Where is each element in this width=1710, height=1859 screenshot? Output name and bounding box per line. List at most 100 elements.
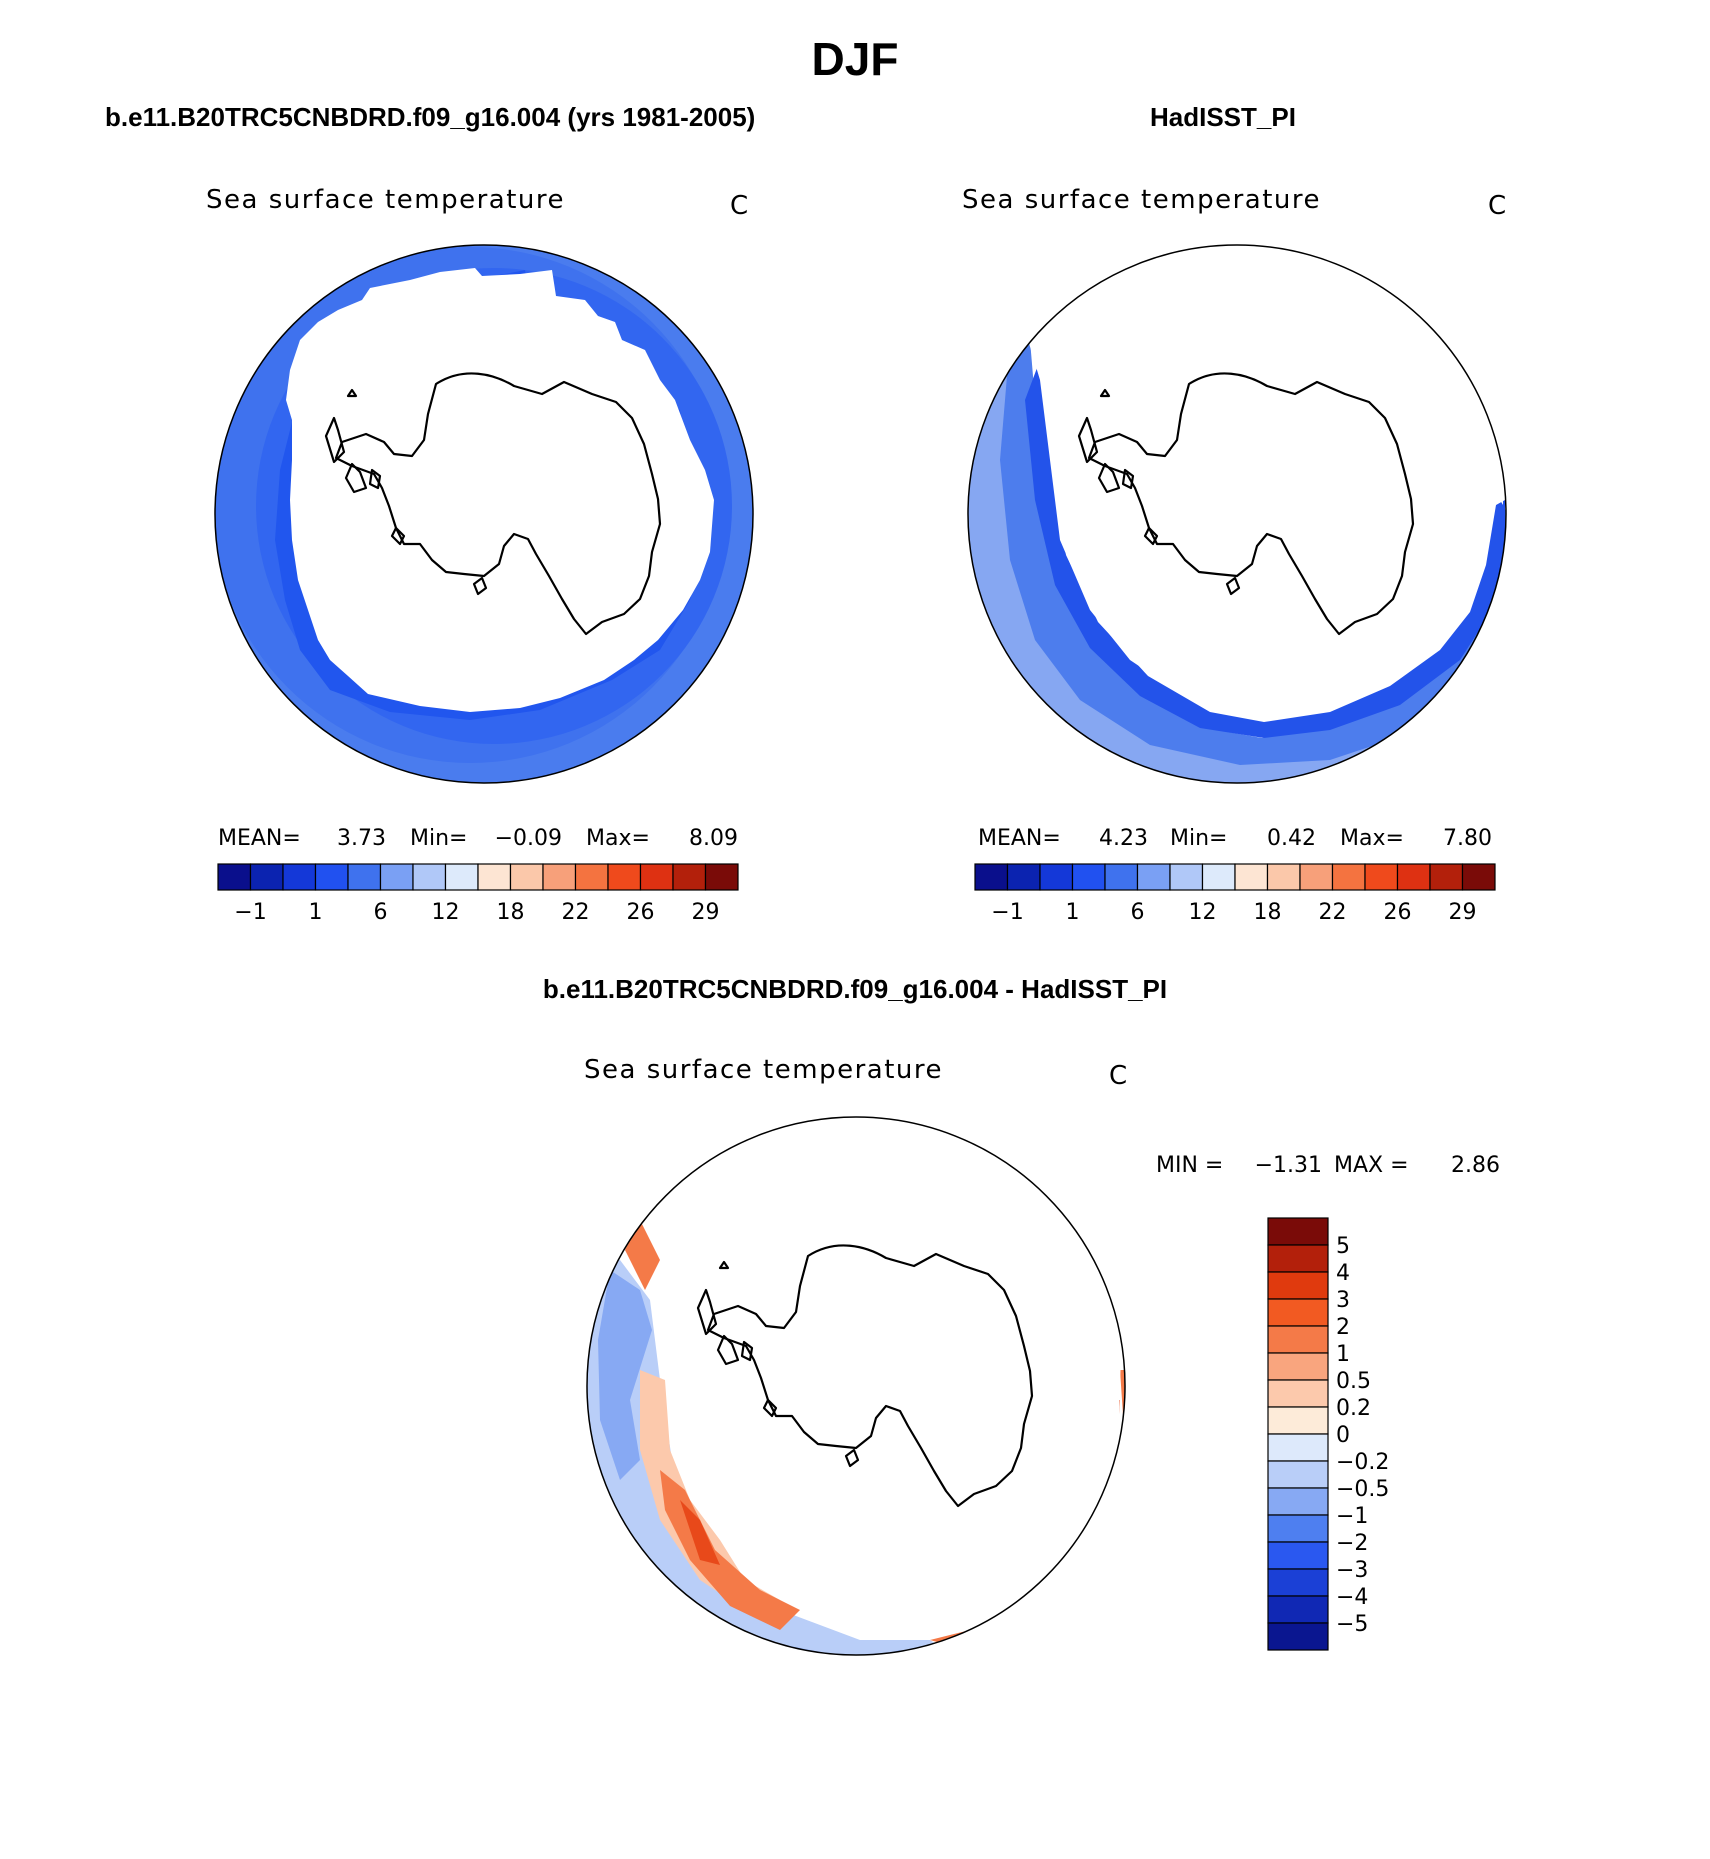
panel-b-stats: MEAN= 4.23 Min= 0.42 Max= 7.80 <box>978 826 1492 851</box>
panel-c-max-label: MAX = <box>1334 1153 1409 1178</box>
colorbar-tick-label: 5 <box>1336 1234 1350 1259</box>
colorbar-tick-label: 29 <box>1449 900 1477 925</box>
colorbar-tick-label: −0.5 <box>1336 1477 1389 1502</box>
panel-a-stats: MEAN= 3.73 Min= −0.09 Max= 8.09 <box>218 826 738 851</box>
panel-b-min-value: 0.42 <box>1267 826 1316 851</box>
colorbar-swatch <box>574 863 609 891</box>
panel-c-outline <box>586 1116 1126 1656</box>
colorbar-swatch <box>1267 1217 1329 1246</box>
colorbar-tick-label: 26 <box>627 900 655 925</box>
colorbar-swatch <box>314 863 349 891</box>
colorbar-swatch <box>1267 1406 1329 1435</box>
difference-title: b.e11.B20TRC5CNBDRD.f09_g16.004 - HadISS… <box>543 974 1167 1004</box>
panel-b-max-label: Max= <box>1340 826 1404 851</box>
colorbar-swatch <box>282 863 317 891</box>
sea-ice-area-diff <box>650 1117 1125 1625</box>
panel-a-units: C <box>730 191 748 221</box>
colorbar-tick-label: −3 <box>1336 1558 1368 1583</box>
colorbar-swatch <box>217 863 252 891</box>
colorbar-tick-label: 0.2 <box>1336 1396 1371 1421</box>
colorbar-tick-label: 0.5 <box>1336 1369 1371 1394</box>
colorbar-swatch <box>1267 1352 1329 1381</box>
colorbar-tick-label: −0.2 <box>1336 1450 1389 1475</box>
colorbar-tick-label: 22 <box>562 900 590 925</box>
panel-a-mean-value: 3.73 <box>337 826 386 851</box>
panel-c-min-label: MIN = <box>1156 1153 1223 1178</box>
colorbar-swatch <box>1267 1271 1329 1300</box>
colorbar-swatch <box>1267 1325 1329 1354</box>
panel-a-min-value: −0.09 <box>495 826 562 851</box>
colorbar-tick-label: 12 <box>432 900 460 925</box>
colorbar-swatch <box>1267 1568 1329 1597</box>
colorbar-tick-label: 6 <box>374 900 388 925</box>
colorbar-swatch <box>1104 863 1139 891</box>
colorbar-tick-label: 3 <box>1336 1288 1350 1313</box>
colorbar-swatch <box>412 863 447 891</box>
panel-c-units: C <box>1109 1061 1127 1091</box>
panel-a-max-label: Max= <box>586 826 650 851</box>
colorbar-tick-label: −4 <box>1336 1585 1368 1610</box>
colorbar-swatch <box>444 863 479 891</box>
colorbar-swatch <box>1039 863 1074 891</box>
colorbar-swatch <box>249 863 284 891</box>
panel-a-max-value: 8.09 <box>689 826 738 851</box>
sea-ice-area-obs <box>1028 245 1503 710</box>
panel-b-colorbar: −1 1 6 12 18 22 26 29 <box>974 863 1496 925</box>
colorbar-swatch <box>1267 1541 1329 1570</box>
colorbar-swatch <box>1267 1487 1329 1516</box>
colorbar-swatch <box>1267 1460 1329 1489</box>
panel-b-case-title: HadISST_PI <box>1150 102 1296 132</box>
colorbar-swatch <box>1266 863 1301 891</box>
sea-ice-area <box>286 268 714 712</box>
colorbar-swatch <box>1267 1298 1329 1327</box>
panel-observations: Sea surface temperature C MEAN= 4.23 Min… <box>962 185 1507 925</box>
colorbar-swatch <box>1299 863 1334 891</box>
panel-c-max-value: 2.86 <box>1451 1153 1500 1178</box>
colorbar-tick-label: 2 <box>1336 1315 1350 1340</box>
colorbar-tick-label: 1 <box>1066 900 1080 925</box>
panel-a-variable: Sea surface temperature <box>206 185 565 215</box>
colorbar-swatch <box>1267 1622 1329 1651</box>
colorbar-tick-label: 6 <box>1131 900 1145 925</box>
colorbar-swatch <box>1396 863 1431 891</box>
colorbar-swatch <box>1461 863 1496 891</box>
panel-a-min-label: Min= <box>410 826 467 851</box>
colorbar-swatch <box>1136 863 1171 891</box>
colorbar-swatch <box>379 863 414 891</box>
colorbar-tick-label: −5 <box>1336 1612 1368 1637</box>
panel-c-variable: Sea surface temperature <box>584 1055 943 1085</box>
colorbar-tick-label: 1 <box>1336 1342 1350 1367</box>
colorbar-tick-label: 12 <box>1189 900 1217 925</box>
colorbar-swatch <box>1234 863 1269 891</box>
panel-b-max-value: 7.80 <box>1443 826 1492 851</box>
colorbar-swatch <box>1071 863 1106 891</box>
panel-c-min-value: −1.31 <box>1255 1153 1322 1178</box>
colorbar-swatch <box>1364 863 1399 891</box>
panel-c-map <box>586 1116 1126 1656</box>
colorbar-tick-label: 4 <box>1336 1261 1350 1286</box>
colorbar-tick-label: −1 <box>1336 1504 1368 1529</box>
panel-c-stats: MIN = −1.31 MAX = 2.86 <box>1156 1153 1500 1178</box>
colorbar-tick-label: 22 <box>1319 900 1347 925</box>
colorbar-swatch <box>672 863 707 891</box>
panel-difference: b.e11.B20TRC5CNBDRD.f09_g16.004 - HadISS… <box>543 974 1500 1656</box>
panel-b-map <box>967 244 1507 784</box>
colorbar-swatch <box>639 863 674 891</box>
colorbar-swatch <box>1169 863 1204 891</box>
panel-a-mean-label: MEAN= <box>218 826 301 851</box>
colorbar-tick-label: 29 <box>692 900 720 925</box>
colorbar-swatch <box>347 863 382 891</box>
colorbar-swatch <box>974 863 1009 891</box>
colorbar-tick-label: 1 <box>309 900 323 925</box>
panel-a-colorbar: −1 1 6 12 18 22 26 29 <box>217 863 739 925</box>
panel-b-mean-value: 4.23 <box>1099 826 1148 851</box>
colorbar-swatch <box>1267 1379 1329 1408</box>
panel-b-units: C <box>1488 191 1506 221</box>
colorbar-swatch <box>1267 1244 1329 1273</box>
colorbar-swatch <box>607 863 642 891</box>
colorbar-swatch <box>1267 1514 1329 1543</box>
colorbar-swatch <box>477 863 512 891</box>
colorbar-tick-label: 26 <box>1384 900 1412 925</box>
